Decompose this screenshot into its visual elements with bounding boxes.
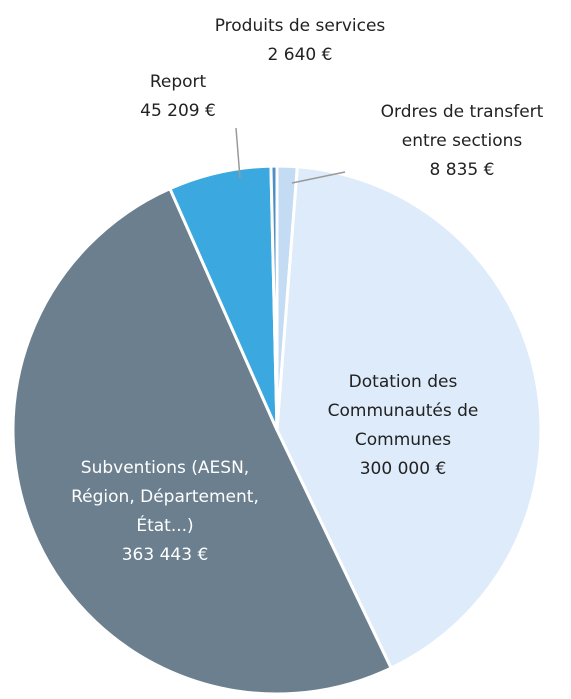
- slice-label: Ordres de transfert entre sections 8 835 …: [372, 98, 552, 185]
- leader-line: [235, 127, 241, 179]
- category-name: Ordres de transfert entre sections: [380, 102, 544, 151]
- slice-label: Dotation des Communautés de Communes 300 …: [323, 368, 483, 484]
- category-name: Produits de services: [214, 16, 386, 36]
- value-label: 45 209 €: [140, 101, 216, 121]
- slice-label: Produits de services 2 640 €: [170, 12, 430, 70]
- category-name: Report: [149, 72, 207, 92]
- pie-slice: [11, 186, 394, 696]
- category-name: Subventions (AESN, Région, Département, …: [71, 458, 259, 536]
- slice-label: Report 45 209 €: [118, 68, 238, 126]
- value-label: 2 640 €: [267, 45, 333, 65]
- pie-slice: [269, 164, 279, 431]
- leader-line: [291, 171, 346, 184]
- pie-slice: [275, 165, 543, 671]
- value-label: 363 443 €: [121, 545, 209, 565]
- value-label: 300 000 €: [359, 459, 447, 479]
- value-label: 8 835 €: [429, 160, 495, 180]
- category-name: Dotation des Communautés de Communes: [327, 372, 479, 450]
- slice-label: Subventions (AESN, Région, Département, …: [58, 454, 273, 570]
